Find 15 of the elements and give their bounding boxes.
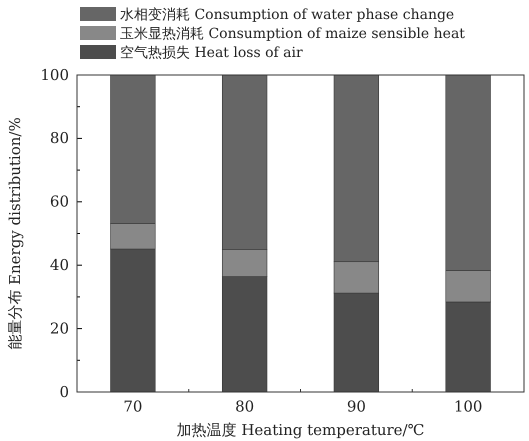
- x-tick-label: 70: [123, 398, 142, 416]
- legend-label: 水相变消耗 Consumption of water phase change: [120, 7, 454, 23]
- x-tick-label: 100: [454, 398, 482, 416]
- x-tick-label: 90: [346, 398, 366, 416]
- legend-label: 空气热损失 Heat loss of air: [120, 45, 303, 61]
- y-tick-label: 20: [50, 319, 69, 338]
- x-tick-label: 80: [235, 398, 254, 416]
- y-tick-label: 100: [40, 66, 69, 84]
- x-axis-title: 加热温度 Heating temperature/℃: [176, 421, 424, 439]
- y-tick-label: 60: [50, 192, 69, 211]
- y-tick-label: 40: [50, 256, 69, 274]
- y-axis-title: 能量分布 Energy distribution/%: [6, 117, 24, 350]
- legend-label: 玉米显热消耗 Consumption of maize sensible heat: [120, 26, 466, 42]
- y-tick-label: 0: [59, 382, 69, 401]
- y-tick-label: 80: [50, 129, 69, 148]
